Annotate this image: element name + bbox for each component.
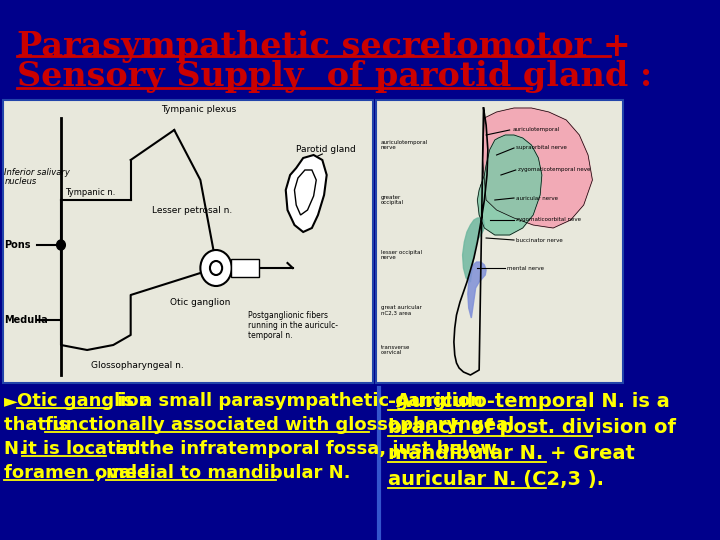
Text: Inferior salivary: Inferior salivary	[4, 168, 71, 177]
Polygon shape	[482, 108, 593, 228]
Polygon shape	[462, 218, 485, 282]
Text: Tympanic plexus: Tympanic plexus	[161, 105, 236, 114]
Text: running in the auriculc-: running in the auriculc-	[248, 321, 338, 330]
Text: in the infratemporal fossa, just below: in the infratemporal fossa, just below	[109, 440, 497, 458]
Text: zygomaticoorbital neve: zygomaticoorbital neve	[516, 218, 581, 222]
Text: functionally associated with glossopharyngeal: functionally associated with glossophary…	[45, 416, 515, 434]
FancyBboxPatch shape	[231, 259, 258, 277]
Text: zygomaticotemporal neve: zygomaticotemporal neve	[518, 167, 590, 172]
Text: buccinator nerve: buccinator nerve	[516, 238, 562, 242]
Text: Medulla: Medulla	[4, 315, 48, 325]
Text: auriculotemporal
nerve: auriculotemporal nerve	[381, 140, 428, 151]
Text: ,: ,	[96, 464, 109, 482]
Circle shape	[57, 240, 66, 250]
FancyBboxPatch shape	[377, 100, 623, 383]
Polygon shape	[294, 170, 316, 215]
Text: supraorbital nerve: supraorbital nerve	[516, 145, 567, 151]
Text: it is located: it is located	[22, 440, 140, 458]
Text: Glossopharyngeal n.: Glossopharyngeal n.	[91, 361, 184, 370]
Circle shape	[210, 261, 222, 275]
Text: foramen ovale: foramen ovale	[4, 464, 150, 482]
Text: nucleus: nucleus	[4, 177, 37, 186]
Polygon shape	[468, 262, 486, 318]
Text: Sensory Supply  of parotid gland :: Sensory Supply of parotid gland :	[17, 60, 652, 93]
Text: Pons: Pons	[4, 240, 31, 250]
Text: auricular N. (C2,3 ).: auricular N. (C2,3 ).	[387, 470, 603, 489]
Text: lesser occipital
nerve: lesser occipital nerve	[381, 249, 422, 260]
Text: that is: that is	[4, 416, 76, 434]
Text: great auricular
nC2,3 area: great auricular nC2,3 area	[381, 305, 422, 315]
Text: -Auriculo-temporal N. is a: -Auriculo-temporal N. is a	[387, 392, 670, 411]
Text: Lesser petrosal n.: Lesser petrosal n.	[153, 206, 233, 215]
Text: mental nerve: mental nerve	[507, 266, 544, 271]
Text: Otic ganglion: Otic ganglion	[17, 392, 151, 410]
Text: auricular nerve: auricular nerve	[516, 195, 558, 200]
Text: mandibular N. + Great: mandibular N. + Great	[387, 444, 634, 463]
Text: temporal n.: temporal n.	[248, 331, 293, 340]
Polygon shape	[477, 135, 542, 235]
Polygon shape	[286, 155, 327, 232]
Text: Otic ganglion: Otic ganglion	[170, 298, 230, 307]
Text: ►: ►	[4, 392, 18, 410]
Text: medial to mandibular N.: medial to mandibular N.	[107, 464, 351, 482]
Text: is a small parasympathetic ganglion: is a small parasympathetic ganglion	[111, 392, 482, 410]
Text: greater
occipital: greater occipital	[381, 194, 404, 205]
Text: Postganglionic fibers: Postganglionic fibers	[248, 311, 328, 320]
Text: transverse
cervical: transverse cervical	[381, 345, 410, 355]
Text: branch of post. division of: branch of post. division of	[387, 418, 675, 437]
Circle shape	[200, 250, 232, 286]
Text: Tympanic n.: Tympanic n.	[66, 188, 116, 197]
Text: N.: N.	[4, 440, 32, 458]
Text: Parasympathetic secretomotor +: Parasympathetic secretomotor +	[17, 30, 643, 63]
FancyBboxPatch shape	[3, 100, 373, 383]
Text: Parotid gland: Parotid gland	[296, 145, 356, 154]
Text: auriculotemporal: auriculotemporal	[512, 127, 559, 132]
